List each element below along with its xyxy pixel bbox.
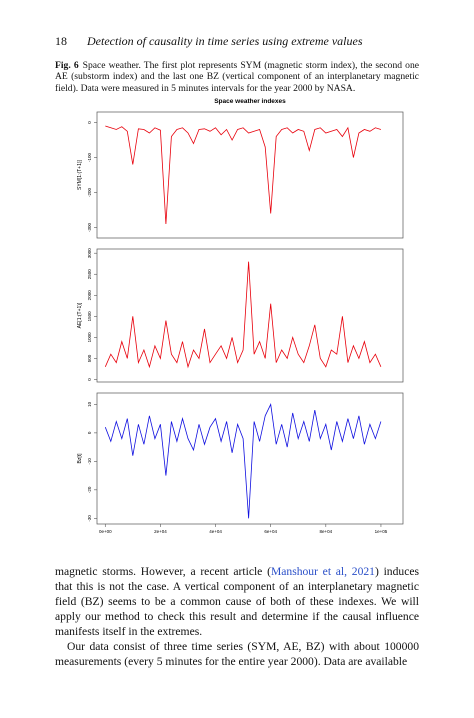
y-tick-label: 2000 bbox=[87, 290, 92, 301]
running-title: Detection of causality in time series us… bbox=[87, 34, 363, 48]
paragraph: magnetic storms. However, a recent artic… bbox=[55, 564, 419, 639]
y-tick-label: 500 bbox=[87, 354, 92, 362]
x-tick-label: 8e+04 bbox=[319, 529, 332, 534]
figure-label: Fig. 6 bbox=[55, 60, 79, 71]
figure-caption: Fig. 6 Space weather. The first plot repr… bbox=[55, 60, 419, 94]
plot-frame bbox=[96, 248, 404, 383]
y-axis-label: SYM[1:(T+1)] bbox=[77, 159, 83, 189]
citation-link[interactable]: Manshour et al, 2021 bbox=[270, 565, 375, 578]
y-tick-label: -30 bbox=[87, 515, 92, 522]
page-number: 18 bbox=[55, 34, 67, 48]
y-tick-label: 0 bbox=[87, 121, 92, 124]
y-tick-label: -10 bbox=[87, 458, 92, 465]
y-tick-label: 1000 bbox=[87, 332, 92, 343]
y-axis-label: Bz[t] bbox=[77, 453, 83, 464]
y-tick-label: 0 bbox=[87, 431, 92, 434]
x-tick-label: 4e+04 bbox=[209, 529, 222, 534]
x-tick-label: 1e+05 bbox=[375, 529, 388, 534]
y-tick-label: -100 bbox=[87, 153, 92, 163]
caption-text: Space weather. The first plot represents… bbox=[55, 60, 419, 94]
plot-frame bbox=[96, 392, 404, 525]
body-text: magnetic storms. However, a recent artic… bbox=[55, 564, 419, 669]
data-line bbox=[105, 125, 382, 225]
figure: Space weather indexes 0-100-200-300SYM[1… bbox=[77, 98, 404, 534]
y-tick-label: 0 bbox=[87, 378, 92, 381]
text: magnetic storms. However, a recent artic… bbox=[55, 565, 271, 578]
figure-title: Space weather indexes bbox=[214, 98, 286, 105]
y-tick-label: 10 bbox=[87, 401, 92, 407]
running-header: 18 Detection of causality in time series … bbox=[55, 34, 419, 49]
x-tick-label: 0e+00 bbox=[99, 529, 112, 534]
data-line bbox=[104, 403, 382, 519]
plot-frame bbox=[96, 111, 404, 239]
y-tick-label: 1500 bbox=[87, 311, 92, 322]
data-line bbox=[104, 261, 382, 369]
y-tick-label: -200 bbox=[87, 188, 92, 198]
text: ) induces that this is not the case. A v… bbox=[55, 565, 419, 638]
y-tick-label: 2500 bbox=[87, 269, 92, 280]
y-tick-label: 3000 bbox=[87, 248, 92, 259]
paragraph: Our data consist of three time series (S… bbox=[55, 640, 419, 668]
y-tick-label: -300 bbox=[87, 223, 92, 233]
x-tick-label: 6e+04 bbox=[264, 529, 277, 534]
y-tick-label: -20 bbox=[87, 486, 92, 493]
y-axis-label: AE[1:(T+1)] bbox=[77, 302, 83, 328]
x-tick-label: 2e+04 bbox=[154, 529, 167, 534]
